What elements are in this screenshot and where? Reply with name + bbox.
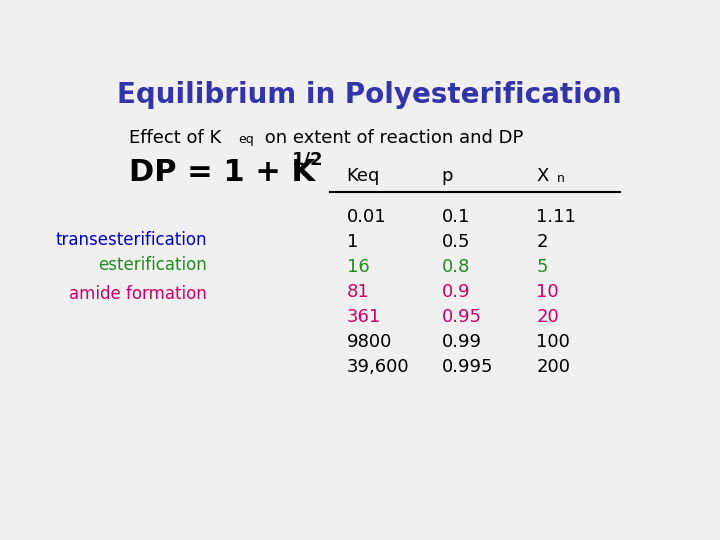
Text: 1: 1 <box>347 233 358 251</box>
Text: 0.95: 0.95 <box>441 308 482 326</box>
Text: 0.1: 0.1 <box>441 208 470 226</box>
Text: 0.5: 0.5 <box>441 233 470 251</box>
Text: 1/2: 1/2 <box>292 150 323 168</box>
Text: 200: 200 <box>536 358 570 376</box>
Text: esterification: esterification <box>99 256 207 274</box>
Text: 361: 361 <box>347 308 381 326</box>
Text: eq: eq <box>238 133 253 146</box>
Text: 0.8: 0.8 <box>441 258 470 276</box>
Text: 81: 81 <box>347 283 369 301</box>
Text: 20: 20 <box>536 308 559 326</box>
Text: 10: 10 <box>536 283 559 301</box>
Text: 39,600: 39,600 <box>347 358 409 376</box>
Text: Keq: Keq <box>347 167 380 185</box>
Text: p: p <box>441 167 453 185</box>
Text: DP = 1 + K: DP = 1 + K <box>129 158 315 187</box>
Text: 16: 16 <box>347 258 369 276</box>
Text: 0.9: 0.9 <box>441 283 470 301</box>
Text: 9800: 9800 <box>347 333 392 351</box>
Text: 5: 5 <box>536 258 548 276</box>
Text: Effect of K: Effect of K <box>129 129 221 147</box>
Text: Equilibrium in Polyesterification: Equilibrium in Polyesterification <box>117 82 621 110</box>
Text: on extent of reaction and DP: on extent of reaction and DP <box>259 129 523 147</box>
Text: 1.11: 1.11 <box>536 208 576 226</box>
Text: 0.01: 0.01 <box>347 208 387 226</box>
Text: transesterification: transesterification <box>55 231 207 249</box>
Text: 100: 100 <box>536 333 570 351</box>
Text: 2: 2 <box>536 233 548 251</box>
Text: 0.99: 0.99 <box>441 333 482 351</box>
Text: X: X <box>536 167 549 185</box>
Text: n: n <box>557 172 565 185</box>
Text: 0.995: 0.995 <box>441 358 493 376</box>
Text: amide formation: amide formation <box>69 285 207 303</box>
